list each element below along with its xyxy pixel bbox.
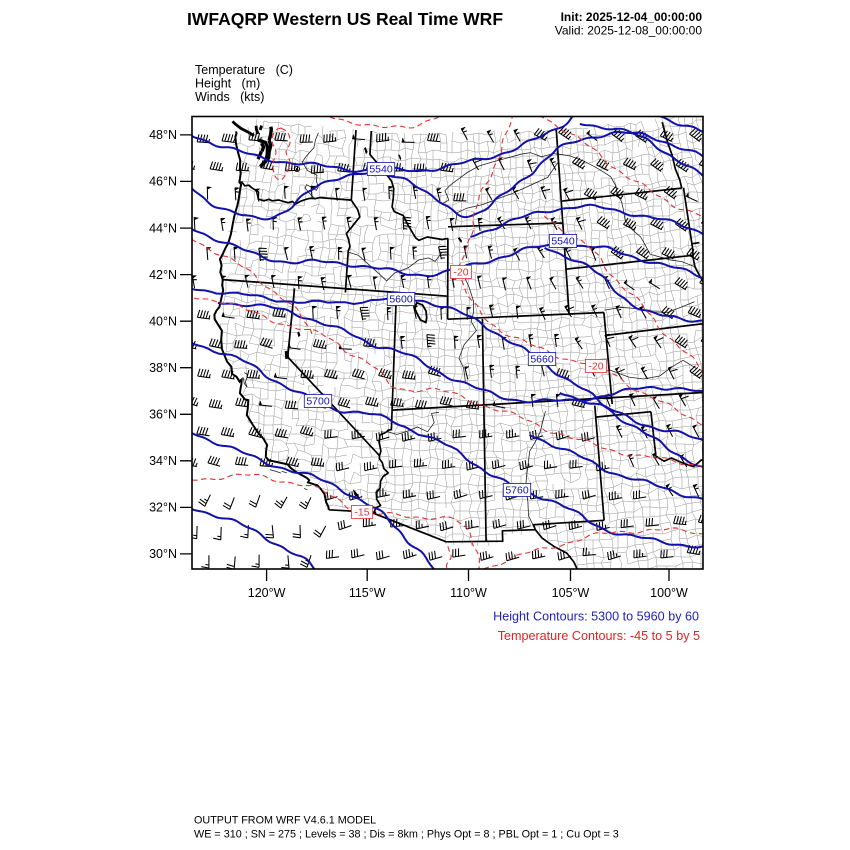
svg-text:115°W: 115°W [349,586,386,600]
svg-text:Valid: 2025-12-08_00:00:00: Valid: 2025-12-08_00:00:00 [555,24,703,38]
svg-text:5600: 5600 [389,294,413,306]
svg-text:46°N: 46°N [149,175,177,189]
svg-text:OUTPUT FROM WRF V4.6.1 MODEL: OUTPUT FROM WRF V4.6.1 MODEL [194,815,376,827]
svg-text:30°N: 30°N [149,547,177,561]
svg-text:100°W: 100°W [650,586,688,600]
svg-text:5540: 5540 [551,236,575,248]
svg-text:5700: 5700 [306,396,330,408]
svg-text:34°N: 34°N [149,454,177,468]
svg-text:Temperature Contours: -45 to 5: Temperature Contours: -45 to 5 by 5 [498,629,700,643]
svg-text:36°N: 36°N [149,408,177,422]
svg-text:IWFAQRP Western US Real Time W: IWFAQRP Western US Real Time WRF [187,9,503,29]
svg-text:WE = 310 ; SN = 275 ; Levels =: WE = 310 ; SN = 275 ; Levels = 38 ; Dis … [194,829,619,841]
svg-text:5760: 5760 [505,485,529,497]
svg-text:Height Contours: 5300 to 5960: Height Contours: 5300 to 5960 by 60 [493,610,699,624]
svg-text:44°N: 44°N [149,221,177,235]
svg-text:48°N: 48°N [149,128,177,142]
svg-text:38°N: 38°N [149,361,177,375]
svg-text:32°N: 32°N [149,501,177,515]
svg-text:105°W: 105°W [552,586,590,600]
svg-text:Temperature (C): Temperature (C) [195,63,293,77]
svg-text:5540: 5540 [369,164,393,176]
svg-text:Init: 2025-12-04_00:00:00: Init: 2025-12-04_00:00:00 [561,10,703,24]
svg-text:-20: -20 [453,267,468,279]
svg-text:-20: -20 [588,361,603,373]
svg-text:Height (m): Height (m) [195,77,260,91]
svg-text:-15: -15 [354,507,369,519]
svg-text:40°N: 40°N [149,314,177,328]
svg-text:42°N: 42°N [149,268,177,282]
svg-text:120°W: 120°W [248,586,286,600]
svg-text:Winds (kts): Winds (kts) [195,90,264,104]
svg-text:110°W: 110°W [450,586,487,600]
svg-text:5660: 5660 [530,354,554,366]
